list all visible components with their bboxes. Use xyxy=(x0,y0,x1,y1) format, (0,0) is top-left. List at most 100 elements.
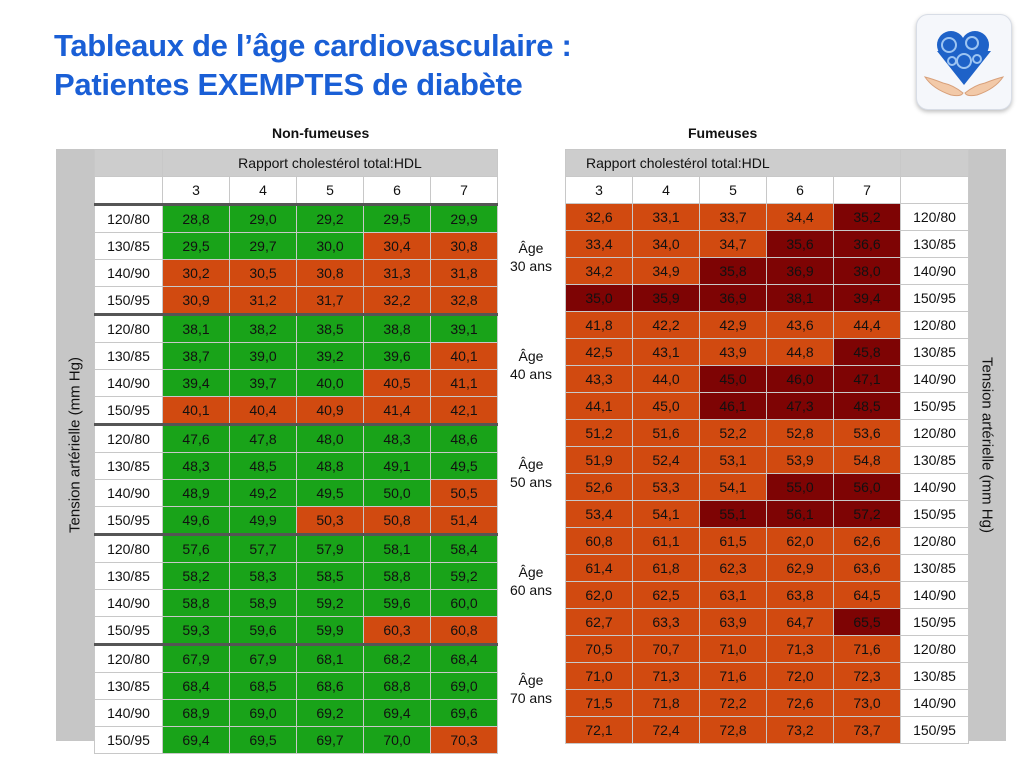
title-line-1: Tableaux de l’âge cardiovasculaire : xyxy=(54,28,572,63)
table-row: 150/95 49,6 49,9 50,3 50,8 51,4 xyxy=(94,506,498,535)
age-value-cell: 64,7 xyxy=(766,608,834,636)
age-value-cell: 33,1 xyxy=(632,203,700,231)
age-value-cell: 29,7 xyxy=(229,232,297,260)
age-value-cell: 40,0 xyxy=(296,369,364,397)
age-value-cell: 63,8 xyxy=(766,581,834,609)
age-value-cell: 48,8 xyxy=(296,452,364,480)
age-value-cell: 29,9 xyxy=(430,203,498,233)
age-value-cell: 72,6 xyxy=(766,689,834,717)
age-value-cell: 30,5 xyxy=(229,259,297,287)
age-value-cell: 44,0 xyxy=(632,365,700,393)
bp-label: 140/90 xyxy=(900,581,969,609)
age-value-cell: 48,3 xyxy=(363,423,431,453)
age-value-cell: 51,6 xyxy=(632,419,700,447)
age-value-cell: 60,8 xyxy=(565,527,633,555)
age-value-cell: 39,4 xyxy=(833,284,901,312)
age-label-word: Âge xyxy=(518,240,544,256)
table-row: 42,5 43,1 43,9 44,8 45,8 130/85 xyxy=(565,338,969,366)
age-value-cell: 33,4 xyxy=(565,230,633,258)
age-value-cell: 32,8 xyxy=(430,286,498,315)
table-row: 62,0 62,5 63,1 63,8 64,5 140/90 xyxy=(565,581,969,609)
age-value-cell: 61,5 xyxy=(699,527,767,555)
table-row: 41,8 42,2 42,9 43,6 44,4 120/80 xyxy=(565,311,969,339)
age-value-cell: 62,5 xyxy=(632,581,700,609)
table-row: 130/85 48,3 48,5 48,8 49,1 49,5 xyxy=(94,452,498,480)
age-value-cell: 38,1 xyxy=(766,284,834,312)
age-value-cell: 57,2 xyxy=(833,500,901,528)
age-value-cell: 53,1 xyxy=(699,446,767,474)
smokers-title: Fumeuses xyxy=(688,125,758,141)
age-value-cell: 60,8 xyxy=(430,616,498,645)
age-value-cell: 63,3 xyxy=(632,608,700,636)
age-value-cell: 71,5 xyxy=(565,689,633,717)
age-value-cell: 68,2 xyxy=(363,643,431,673)
age-value-cell: 60,3 xyxy=(363,616,431,645)
age-value-cell: 55,0 xyxy=(766,473,834,501)
bp-label: 130/85 xyxy=(94,562,163,590)
age-value-cell: 68,8 xyxy=(363,672,431,700)
age-value-cell: 31,7 xyxy=(296,286,364,315)
age-value-cell: 50,8 xyxy=(363,506,431,535)
age-value-cell: 70,5 xyxy=(565,635,633,663)
bp-label: 130/85 xyxy=(94,452,163,480)
table-row: 34,2 34,9 35,8 36,9 38,0 140/90 xyxy=(565,257,969,285)
age-value-cell: 62,0 xyxy=(565,581,633,609)
age-value-cell: 57,7 xyxy=(229,533,297,563)
age-value-cell: 46,0 xyxy=(766,365,834,393)
age-label-word: Âge xyxy=(518,564,544,580)
age-value-cell: 68,4 xyxy=(430,643,498,673)
age-value-cell: 65,5 xyxy=(833,608,901,636)
bp-label: 120/80 xyxy=(94,533,163,563)
age-value-cell: 49,9 xyxy=(229,506,297,535)
bp-label: 130/85 xyxy=(94,342,163,370)
right-bp-axis-label: Tension artérielle (mm Hg) xyxy=(978,357,996,533)
age-value-cell: 35,2 xyxy=(833,203,901,231)
age-value-cell: 68,9 xyxy=(162,699,230,727)
age-value-cell: 69,6 xyxy=(430,699,498,727)
age-value-cell: 52,2 xyxy=(699,419,767,447)
age-value-cell: 59,6 xyxy=(363,589,431,617)
age-value-cell: 38,7 xyxy=(162,342,230,370)
age-value-cell: 71,3 xyxy=(766,635,834,663)
bp-label: 120/80 xyxy=(900,203,969,231)
age-value-cell: 59,9 xyxy=(296,616,364,645)
age-value-cell: 42,5 xyxy=(565,338,633,366)
age-value-cell: 71,0 xyxy=(565,662,633,690)
left-corner-cell xyxy=(94,176,163,205)
bp-label: 120/80 xyxy=(900,635,969,663)
age-value-cell: 63,9 xyxy=(699,608,767,636)
table-row: 51,9 52,4 53,1 53,9 54,8 130/85 xyxy=(565,446,969,474)
age-label-years: 60 ans xyxy=(509,582,553,598)
age-value-cell: 28,8 xyxy=(162,203,230,233)
age-group-label: Âge 40 ans xyxy=(497,347,565,383)
age-value-cell: 35,6 xyxy=(766,230,834,258)
age-value-cell: 38,2 xyxy=(229,313,297,343)
age-value-cell: 72,2 xyxy=(699,689,767,717)
age-value-cell: 60,0 xyxy=(430,589,498,617)
age-value-cell: 30,4 xyxy=(363,232,431,260)
age-value-cell: 40,4 xyxy=(229,396,297,425)
age-value-cell: 43,6 xyxy=(766,311,834,339)
age-value-cell: 62,0 xyxy=(766,527,834,555)
bp-label: 140/90 xyxy=(94,479,163,507)
table-row: 150/95 30,9 31,2 31,7 32,2 32,8 xyxy=(94,286,498,315)
age-value-cell: 34,4 xyxy=(766,203,834,231)
bp-label: 120/80 xyxy=(900,311,969,339)
bp-label: 130/85 xyxy=(900,230,969,258)
age-value-cell: 41,1 xyxy=(430,369,498,397)
left-column-header: 7 xyxy=(430,176,498,205)
age-value-cell: 72,3 xyxy=(833,662,901,690)
table-row: 51,2 51,6 52,2 52,8 53,6 120/80 xyxy=(565,419,969,447)
age-value-cell: 48,5 xyxy=(229,452,297,480)
age-label-years: 70 ans xyxy=(509,690,553,706)
age-value-cell: 43,9 xyxy=(699,338,767,366)
age-value-cell: 54,1 xyxy=(632,500,700,528)
age-value-cell: 54,8 xyxy=(833,446,901,474)
logo xyxy=(916,14,1012,110)
table-row: 140/90 48,9 49,2 49,5 50,0 50,5 xyxy=(94,479,498,507)
age-value-cell: 58,9 xyxy=(229,589,297,617)
age-value-cell: 69,4 xyxy=(162,726,230,754)
age-value-cell: 34,0 xyxy=(632,230,700,258)
bp-label: 150/95 xyxy=(900,284,969,312)
age-value-cell: 71,0 xyxy=(699,635,767,663)
